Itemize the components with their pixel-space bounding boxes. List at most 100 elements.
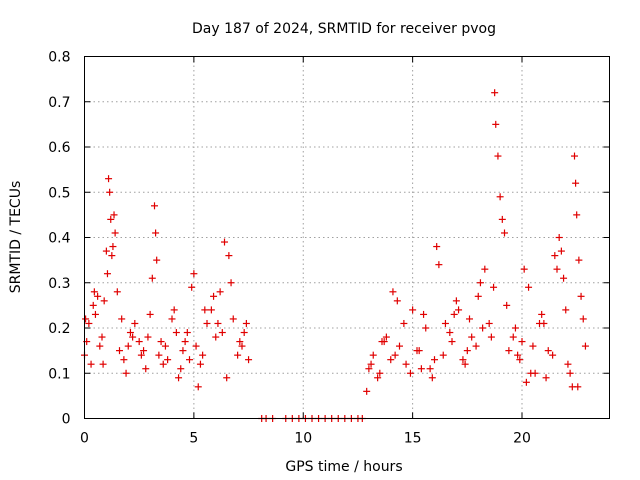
data-point	[378, 338, 386, 346]
data-point	[223, 374, 231, 382]
data-point	[376, 369, 384, 377]
y-tick-label: 0	[62, 412, 71, 428]
data-point	[190, 270, 198, 278]
data-point	[238, 342, 246, 350]
data-point	[113, 288, 121, 296]
data-point	[393, 297, 401, 305]
data-point	[527, 369, 535, 377]
data-point	[106, 188, 114, 196]
x-tick-label: 10	[294, 431, 312, 447]
data-point	[520, 265, 528, 273]
data-point	[96, 342, 104, 350]
data-point	[413, 347, 421, 355]
data-point	[367, 360, 375, 368]
data-point	[164, 356, 172, 364]
data-point	[120, 356, 128, 364]
data-point	[466, 315, 473, 323]
data-point	[574, 383, 582, 391]
data-point	[468, 333, 476, 341]
data-point	[557, 247, 565, 255]
data-point	[175, 374, 183, 382]
y-tick-label: 0.4	[48, 231, 70, 247]
data-point	[542, 374, 550, 382]
data-point	[161, 342, 169, 350]
data-point	[201, 306, 209, 314]
data-point	[229, 315, 237, 323]
data-point	[216, 288, 224, 296]
data-point	[529, 342, 537, 350]
data-point	[439, 351, 447, 359]
data-point	[99, 360, 107, 368]
data-point	[90, 288, 98, 296]
data-point	[142, 365, 150, 373]
grid-lines	[84, 56, 610, 419]
data-point	[168, 315, 176, 323]
data-point	[196, 360, 204, 368]
data-point	[236, 338, 244, 346]
chart-title: Day 187 of 2024, SRMTID for receiver pvo…	[192, 21, 496, 37]
data-point	[85, 319, 93, 327]
data-point	[494, 152, 502, 160]
data-point	[214, 319, 222, 327]
data-point	[433, 243, 441, 251]
data-point	[188, 283, 196, 291]
data-point	[207, 306, 215, 314]
data-point	[472, 342, 480, 350]
data-point	[459, 356, 467, 364]
data-point	[426, 365, 434, 373]
data-point	[122, 369, 130, 377]
data-point	[105, 175, 113, 183]
data-point	[406, 369, 414, 377]
data-point	[463, 347, 471, 355]
data-point	[221, 238, 228, 246]
data-point	[234, 351, 242, 359]
data-point	[553, 265, 561, 273]
data-point	[538, 310, 546, 318]
data-point	[474, 292, 482, 300]
x-tick-label: 15	[404, 431, 422, 447]
data-point	[192, 342, 200, 350]
data-point	[566, 369, 574, 377]
data-point	[159, 360, 167, 368]
data-point	[363, 387, 371, 395]
data-point	[109, 243, 117, 251]
y-tick-label: 0.8	[48, 50, 70, 66]
data-point	[420, 310, 428, 318]
y-tick-label: 0.6	[48, 140, 70, 156]
data-point	[227, 279, 235, 287]
data-point	[455, 306, 463, 314]
data-point	[571, 152, 578, 160]
data-point	[194, 383, 202, 391]
data-point	[518, 338, 526, 346]
data-point	[126, 329, 134, 337]
data-point	[199, 351, 207, 359]
y-tick-label: 0.5	[48, 185, 70, 201]
data-point	[98, 333, 106, 341]
data-point	[511, 324, 519, 332]
data-point	[490, 283, 498, 291]
data-point	[218, 329, 226, 337]
data-point	[103, 270, 111, 278]
data-point	[82, 315, 90, 323]
data-point	[89, 301, 97, 309]
y-tick-label: 0.7	[48, 95, 70, 111]
data-point	[577, 292, 585, 300]
data-point	[422, 324, 430, 332]
data-point	[492, 120, 500, 128]
data-point	[152, 229, 160, 237]
data-point	[485, 319, 493, 327]
data-point	[365, 365, 373, 373]
data-point	[129, 333, 137, 341]
data-point	[496, 193, 504, 201]
data-point	[135, 338, 143, 346]
data-point	[212, 333, 220, 341]
data-point	[544, 347, 552, 355]
data-point	[564, 360, 572, 368]
data-point	[575, 256, 583, 264]
data-point	[186, 356, 193, 364]
data-point	[491, 89, 499, 97]
data-point	[551, 252, 559, 260]
data-point	[396, 342, 403, 350]
data-point	[157, 338, 165, 346]
